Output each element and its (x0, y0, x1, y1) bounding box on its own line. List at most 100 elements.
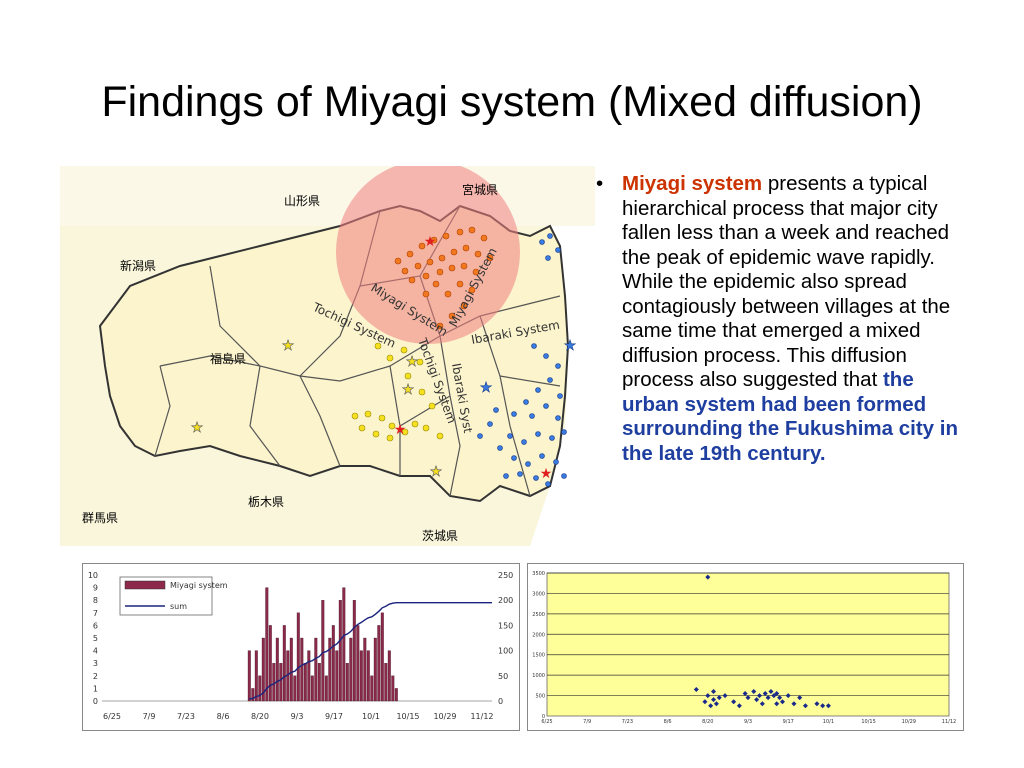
prefecture-label: 群馬県 (82, 511, 118, 525)
y2-tick-label: 150 (498, 621, 513, 630)
bar (317, 663, 321, 702)
bar (289, 637, 293, 702)
x-tick-label: 6/25 (103, 712, 121, 721)
scatter-point (751, 688, 757, 694)
bullet-text: Miyagi system presents a typical hierarc… (622, 172, 966, 466)
scatter-point (785, 693, 791, 699)
scatter-point (711, 697, 717, 703)
y-tick-label: 2 (93, 672, 98, 681)
chart-legend: Miyagi system sum (119, 576, 228, 616)
x-tick-label: 10/15 (861, 719, 875, 725)
star-icon: ★ (406, 354, 419, 370)
bar (275, 637, 279, 702)
bullet-emphasis: the urban system had been formed surroun… (622, 368, 958, 465)
y-tick-label: 2000 (532, 632, 545, 638)
bar (349, 637, 353, 702)
bar (307, 650, 311, 702)
star-icon: ★ (402, 382, 415, 398)
bar (380, 612, 384, 702)
x-tick-label: 9/3 (744, 719, 752, 725)
scatter-point (802, 703, 808, 709)
x-tick-label: 6/25 (541, 719, 552, 725)
y2-tick-label: 0 (498, 697, 503, 706)
bar (391, 675, 395, 702)
plot-area (546, 572, 950, 717)
x-tick-label: 10/29 (902, 719, 916, 725)
scatter-point (736, 703, 742, 709)
y-tick-label: 2500 (532, 612, 545, 618)
legend-label: sum (170, 602, 187, 611)
scatter-point (825, 703, 831, 709)
y2-tick-label: 250 (498, 571, 513, 580)
bar (261, 637, 265, 702)
scatter-point (759, 701, 765, 707)
scatter-point (765, 695, 771, 701)
scatter-point (754, 697, 760, 703)
bar (265, 587, 269, 702)
scatter-point (814, 701, 820, 707)
scatter-point (745, 695, 751, 701)
star-icon: ★ (540, 466, 553, 482)
scatter-point (774, 701, 780, 707)
x-tick-label: 9/17 (325, 712, 343, 721)
miyagi-cluster (394, 226, 494, 330)
x-tick-label: 9/3 (291, 712, 304, 721)
scatter-point (731, 699, 737, 705)
bar (377, 625, 381, 702)
prefecture-label: 栃木県 (248, 495, 284, 509)
sum-line (249, 602, 492, 700)
y-tick-label: 500 (535, 694, 545, 700)
scatter-point (711, 688, 717, 694)
x-tick-label: 7/23 (622, 719, 633, 725)
y-tick-label: 3000 (532, 591, 545, 597)
prefecture-label: 新潟県 (120, 258, 156, 273)
bar (254, 650, 258, 702)
legend-label: Miyagi system (170, 581, 228, 590)
bar (373, 637, 377, 702)
x-tick-label: 8/6 (664, 719, 672, 725)
bar (366, 650, 370, 702)
y-tick-label: 5 (93, 634, 98, 643)
bar (359, 650, 363, 702)
scatter-point (774, 691, 780, 697)
bar (268, 625, 272, 702)
bar (338, 600, 342, 702)
y-tick-label: 8 (93, 596, 98, 605)
x-tick-label: 8/20 (251, 712, 269, 721)
bullet-marker: • (596, 172, 604, 195)
epidemic-scatter-chart: 0 500 1000 1500 2000 2500 3000 3500 6/25 7/9 7/23… (527, 563, 964, 731)
bar (331, 625, 335, 702)
x-tick-label: 9/17 (783, 719, 794, 725)
bar (314, 637, 318, 702)
epidemic-bar-chart: 0 1 2 3 4 5 6 7 8 9 10 0 50 100 150 200 250 6/25 7/9 7/23… (82, 563, 520, 731)
bar (272, 663, 276, 702)
scatter-point (702, 699, 708, 705)
bullet-point: • Miyagi system presents a typical hiera… (596, 172, 966, 466)
bullet-lead: Miyagi system (622, 172, 763, 195)
bar (251, 688, 255, 702)
y-tick-label: 3500 (532, 571, 545, 577)
bar (258, 675, 262, 702)
y2-tick-label: 200 (498, 596, 513, 605)
scatter-point (742, 691, 748, 697)
bar (321, 600, 325, 702)
scatter-point (722, 693, 728, 699)
scatter-point (779, 699, 785, 705)
bar (370, 675, 374, 702)
bar (303, 663, 307, 702)
bar (387, 650, 391, 702)
x-tick-label: 8/20 (702, 719, 713, 725)
bar (384, 663, 388, 702)
y-tick-label: 4 (93, 647, 98, 656)
y2-tick-label: 100 (498, 647, 513, 656)
bar (394, 688, 398, 702)
scatter-point (756, 693, 762, 699)
scatter-point (820, 703, 826, 709)
scatter-point (705, 574, 711, 580)
y-tick-label: 10 (88, 571, 98, 580)
y-tick-label: 1 (93, 684, 98, 693)
bar (279, 663, 283, 702)
bar (335, 650, 339, 702)
star-icon: ★ (191, 420, 204, 436)
y-tick-label: 1500 (532, 653, 545, 659)
